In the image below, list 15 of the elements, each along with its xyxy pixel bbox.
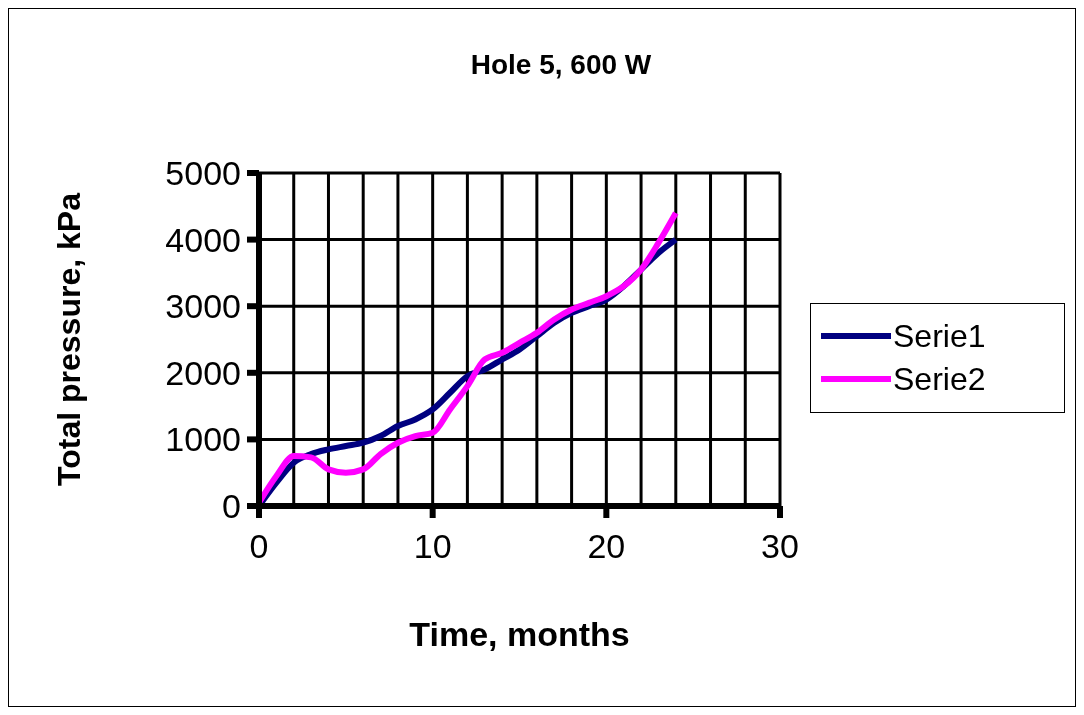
x-tick-label: 0 — [249, 527, 269, 565]
y-tick-label: 2000 — [165, 353, 241, 392]
y-tick-label: 0 — [222, 487, 241, 525]
x-tick-label: 20 — [587, 527, 626, 565]
y-tick-label: 1000 — [165, 420, 241, 459]
x-tick-label: 30 — [761, 527, 799, 565]
y-tick-label: 4000 — [165, 220, 241, 259]
y-tick-label: 5000 — [165, 154, 241, 192]
x-tick-label: 10 — [413, 527, 452, 565]
legend-label: Serie2 — [893, 360, 986, 398]
chart-title: Hole 5, 600 W — [469, 49, 653, 81]
y-tick-label: 3000 — [165, 287, 241, 326]
x-axis-title: Time, months — [409, 615, 630, 653]
legend-label: Serie1 — [893, 317, 986, 355]
y-axis-title: Total pressure, kPa — [51, 192, 88, 486]
